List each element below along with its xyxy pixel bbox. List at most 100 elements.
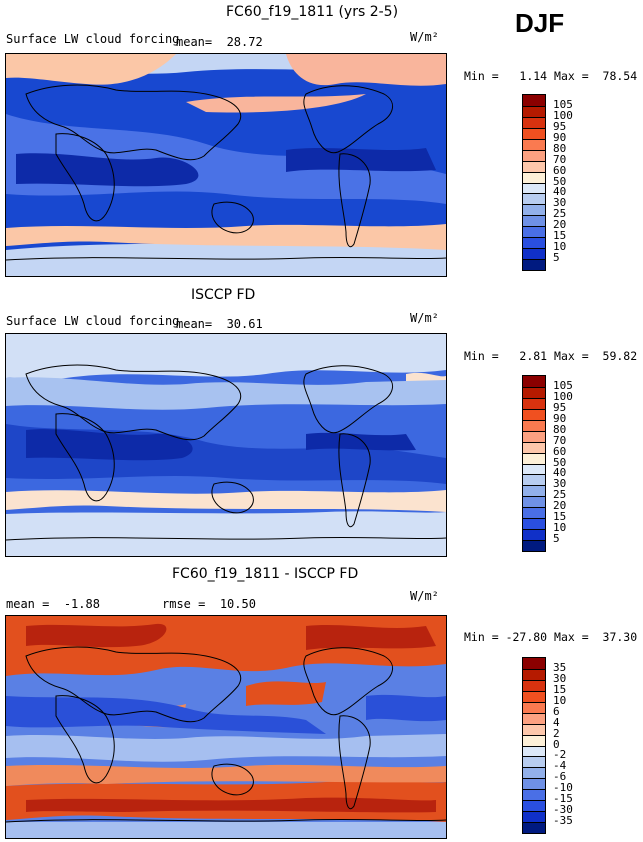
colorbar-tick-label: 50 [553,455,567,469]
panel-2-colorbar [522,375,546,552]
colorbar-tick-label: 0 [553,737,560,751]
panel-2-units: W/m² [410,311,439,325]
panel-1-max-label: Max = [554,69,589,83]
colorbar-tick-label: 30 [553,477,567,491]
colorbar-swatch [523,518,545,530]
colorbar-tick-label: 2 [553,726,560,740]
colorbar-swatch [523,679,545,691]
colorbar-swatch [523,171,545,183]
colorbar-swatch [523,496,545,508]
panel-3-title: FC60_f19_1811 - ISCCP FD [172,566,359,582]
colorbar-tick-label: 30 [553,671,567,685]
colorbar-tick-label: 20 [553,218,567,232]
panel-1-min-value: 1.14 [519,69,548,83]
colorbar-tick-label: 60 [553,163,567,177]
colorbar-swatch [523,193,545,205]
colorbar-tick-label: 10 [553,521,567,535]
colorbar-swatch [523,668,545,680]
colorbar-swatch [523,822,545,833]
colorbar-tick-label: 90 [553,130,567,144]
colorbar-tick-label: 70 [553,433,567,447]
colorbar-swatch [523,215,545,227]
colorbar-swatch [523,127,545,139]
panel-2-mean-label: mean= [176,317,213,331]
colorbar-tick-label: 100 [553,108,573,122]
contour-level--4 [6,734,446,838]
colorbar-swatch [523,745,545,757]
colorbar-tick-label: -15 [553,792,573,806]
panel-1-colorbar [522,94,546,271]
colorbar-swatch [523,419,545,431]
colorbar-swatch [523,485,545,497]
colorbar-tick-label: -2 [553,748,567,762]
contour-level--15 [6,694,446,734]
panel-3-rmse-value: 10.50 [219,597,256,611]
panel-3-rmse: rmse = 10.50 [162,597,256,611]
colorbar-tick-label: 40 [553,466,567,480]
season-label: DJF [515,8,565,38]
panel-3-min-label: Min = [464,630,499,644]
colorbar-tick-label: 5 [553,251,560,265]
panel-1-mean-label: mean= [176,35,213,49]
panel-3-max-label: Max = [554,630,589,644]
colorbar-tick-label: 105 [553,378,573,392]
contour-level-30 [6,377,446,410]
colorbar-swatch [523,248,545,260]
panel-1-max-value: 78.54 [602,69,638,83]
colorbar-tick-label: 100 [553,389,573,403]
colorbar-tick-label: 6 [553,704,560,718]
colorbar-tick-label: -6 [553,770,567,784]
colorbar-swatch [523,237,545,249]
colorbar-tick-label: -35 [553,814,573,828]
colorbar-tick-label: -4 [553,759,567,773]
colorbar-swatch [523,658,545,669]
colorbar-tick-label: 20 [553,499,567,513]
colorbar-swatch [523,507,545,519]
panel-2-subtitle: Surface LW cloud forcing [6,314,180,328]
colorbar-swatch [523,259,545,270]
colorbar-tick-label: 50 [553,174,567,188]
colorbar-swatch [523,441,545,453]
colorbar-swatch [523,452,545,464]
panel-1-map [5,53,447,277]
colorbar-tick-label: 80 [553,422,567,436]
colorbar-tick-label: 15 [553,510,567,524]
panel-2-max-value: 59.82 [602,349,638,363]
colorbar-swatch [523,789,545,801]
contour-level-80 [186,54,446,113]
panel-2-title: ISCCP FD [191,287,256,303]
colorbar-tick-label: 25 [553,488,567,502]
colorbar-tick-label: 60 [553,444,567,458]
colorbar-tick-label: 5 [553,532,560,546]
colorbar-swatch [523,690,545,702]
panel-1-mean: mean= 28.72 [176,35,263,49]
colorbar-tick-label: 10 [553,693,567,707]
panel-3-rmse-label: rmse = [162,597,206,611]
colorbar-swatch [523,811,545,823]
colorbar-tick-label: 70 [553,152,567,166]
panel-1-title: FC60_f19_1811 (yrs 2-5) [226,4,399,20]
colorbar-swatch [523,376,545,387]
panel-3-minmax: Min = -27.80 Max = 37.30 [464,630,637,644]
colorbar-swatch [523,474,545,486]
panel-3-map [5,615,447,839]
colorbar-tick-label: 105 [553,97,573,111]
colorbar-swatch [523,386,545,398]
colorbar-swatch [523,430,545,442]
colorbar-tick-label: 4 [553,715,560,729]
colorbar-swatch [523,105,545,117]
panel-2-mean: mean= 30.61 [176,317,263,331]
colorbar-tick-label: 30 [553,196,567,210]
colorbar-swatch [523,408,545,420]
colorbar-swatch [523,723,545,735]
contour-level-30 [26,623,436,813]
panel-3-mean: mean = -1.88 [6,597,100,611]
panel-1-subtitle: Surface LW cloud forcing [6,32,180,46]
colorbar-swatch [523,182,545,194]
colorbar-tick-label: 35 [553,660,567,674]
colorbar-swatch [523,778,545,790]
colorbar-swatch [523,463,545,475]
colorbar-swatch [523,701,545,713]
colorbar-tick-label: 15 [553,682,567,696]
colorbar-swatch [523,529,545,541]
